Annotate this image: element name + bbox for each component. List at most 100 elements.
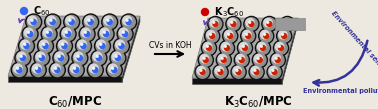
Circle shape: [234, 52, 249, 68]
Circle shape: [17, 67, 19, 69]
Circle shape: [50, 19, 55, 25]
Circle shape: [263, 33, 265, 35]
Circle shape: [201, 9, 209, 15]
Circle shape: [20, 8, 28, 14]
FancyArrowPatch shape: [204, 21, 209, 24]
Circle shape: [242, 45, 244, 47]
Circle shape: [257, 43, 266, 51]
Circle shape: [96, 55, 98, 57]
Circle shape: [195, 64, 210, 80]
Circle shape: [254, 54, 263, 63]
Circle shape: [267, 22, 272, 26]
Circle shape: [227, 18, 240, 30]
Circle shape: [34, 50, 50, 66]
Circle shape: [119, 27, 132, 41]
Circle shape: [280, 16, 295, 32]
Circle shape: [36, 51, 48, 65]
Circle shape: [264, 19, 272, 27]
Circle shape: [272, 70, 277, 74]
Circle shape: [243, 31, 251, 39]
Circle shape: [51, 64, 60, 73]
Circle shape: [43, 27, 56, 41]
Circle shape: [254, 54, 266, 66]
Circle shape: [218, 54, 230, 66]
Circle shape: [119, 43, 121, 45]
Circle shape: [19, 38, 34, 54]
Circle shape: [32, 63, 45, 77]
Circle shape: [72, 50, 88, 66]
Circle shape: [204, 28, 220, 44]
Text: K$_3$C$_{60}$/MPC: K$_3$C$_{60}$/MPC: [223, 95, 293, 109]
Circle shape: [62, 27, 74, 41]
Circle shape: [65, 15, 78, 29]
Circle shape: [69, 19, 74, 25]
Circle shape: [126, 19, 128, 21]
Circle shape: [22, 26, 38, 42]
Circle shape: [228, 34, 232, 38]
Circle shape: [36, 52, 45, 61]
Circle shape: [115, 55, 117, 57]
Circle shape: [50, 19, 52, 21]
Circle shape: [222, 58, 226, 62]
Circle shape: [104, 31, 108, 37]
Circle shape: [126, 19, 131, 25]
Circle shape: [236, 70, 241, 74]
Circle shape: [200, 54, 212, 66]
Text: Environmental sensing platform: Environmental sensing platform: [330, 10, 378, 103]
Polygon shape: [192, 18, 298, 78]
Circle shape: [77, 39, 90, 53]
Circle shape: [119, 28, 128, 37]
Circle shape: [53, 50, 69, 66]
Circle shape: [31, 19, 33, 21]
Circle shape: [108, 64, 117, 73]
Circle shape: [257, 57, 259, 59]
Circle shape: [254, 70, 259, 74]
Circle shape: [39, 55, 45, 61]
Circle shape: [237, 40, 253, 56]
Circle shape: [250, 66, 263, 78]
Circle shape: [77, 40, 87, 49]
Circle shape: [207, 31, 215, 39]
Circle shape: [46, 15, 59, 29]
Polygon shape: [122, 16, 140, 82]
Circle shape: [249, 64, 264, 80]
Circle shape: [206, 30, 218, 42]
Circle shape: [24, 28, 33, 37]
Text: C$_{60}$/MPC: C$_{60}$/MPC: [48, 95, 102, 109]
Circle shape: [112, 67, 113, 69]
Circle shape: [99, 27, 113, 41]
Circle shape: [209, 33, 212, 35]
Circle shape: [251, 66, 259, 75]
Circle shape: [103, 15, 116, 29]
Circle shape: [77, 55, 82, 61]
Circle shape: [39, 39, 52, 53]
Circle shape: [70, 63, 83, 77]
Text: K$_3$C$_{60}$: K$_3$C$_{60}$: [211, 5, 244, 19]
Circle shape: [218, 54, 226, 63]
Circle shape: [16, 51, 29, 65]
Circle shape: [62, 28, 71, 37]
Circle shape: [282, 19, 290, 27]
Circle shape: [85, 16, 94, 25]
Circle shape: [207, 46, 211, 50]
Circle shape: [77, 55, 79, 57]
Circle shape: [88, 19, 93, 25]
Circle shape: [272, 69, 274, 71]
Circle shape: [115, 55, 121, 61]
Circle shape: [85, 31, 90, 37]
Polygon shape: [192, 78, 282, 84]
Circle shape: [73, 51, 87, 65]
Circle shape: [122, 31, 124, 33]
Circle shape: [24, 43, 29, 49]
Circle shape: [282, 33, 284, 35]
Circle shape: [57, 38, 73, 54]
Circle shape: [49, 62, 65, 78]
Circle shape: [223, 28, 238, 44]
Circle shape: [100, 43, 105, 49]
Circle shape: [43, 28, 52, 37]
Text: CVs in KOH: CVs in KOH: [149, 41, 191, 50]
Circle shape: [17, 52, 26, 61]
Circle shape: [36, 67, 37, 69]
Circle shape: [115, 39, 128, 53]
Circle shape: [54, 67, 57, 69]
